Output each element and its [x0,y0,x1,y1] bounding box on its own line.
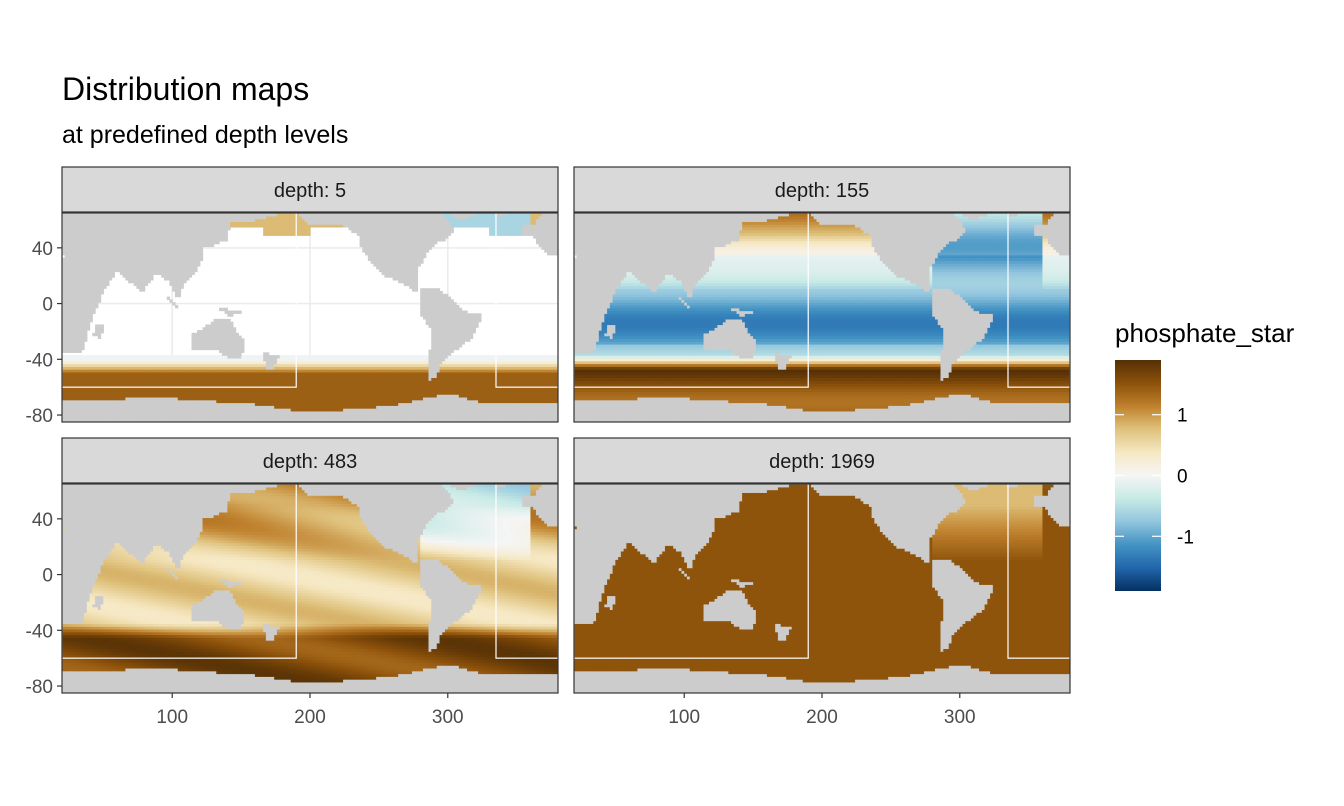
facet-panel-2: depth: 155 [573,166,1071,423]
chart-subtitle: at predefined depth levels [62,121,348,149]
section-box [574,484,809,659]
facet-strip [573,437,1071,484]
y-tick-label: -40 [26,350,53,371]
x-tick-label: 200 [806,707,838,728]
legend-tick-label: 0 [1177,467,1188,488]
legend-tick-label: 1 [1177,406,1188,427]
x-tick-label: 300 [432,707,464,728]
y-tick-label: 40 [32,239,53,260]
section-box [495,484,558,659]
facet-strip [61,166,559,213]
facet-strip-label: depth: 1969 [769,451,875,473]
y-tick-label: -80 [26,406,53,427]
panel-border [573,212,1071,423]
field-raster [574,213,1070,422]
legend: phosphate_star 1 0 -1 [1115,318,1295,591]
field-raster [62,213,558,422]
section-box [62,484,297,659]
section-box [1007,213,1070,388]
y-tick-label: -80 [26,677,53,698]
facet-strip [61,437,559,484]
y-tick-label: 40 [32,510,53,531]
field-raster [574,484,1070,693]
facet-strip-label: depth: 483 [263,451,358,473]
x-tick-label: 100 [156,707,188,728]
facet-panel-3: depth: 483 [61,437,559,694]
chart-title: Distribution maps [62,71,309,107]
x-tick-label: 200 [294,707,326,728]
section-box [495,213,558,388]
legend-title: phosphate_star [1115,318,1295,348]
facet-strip-label: depth: 155 [775,180,870,202]
facet-strip [573,166,1071,213]
section-box [1007,484,1070,659]
facet-strip-label: depth: 5 [274,180,346,202]
section-box [574,213,809,388]
facet-panel-4: depth: 1969 [573,437,1071,694]
panel-border [61,212,559,423]
x-tick-label: 300 [944,707,976,728]
legend-tick-label: -1 [1177,527,1194,548]
x-tick-label: 100 [668,707,700,728]
axes: 40 0 -40 -80 40 0 -40 -80 100 200 300 100 200 300 [26,239,976,728]
y-tick-label: -40 [26,621,53,642]
field-raster [62,484,558,693]
facet-panel-1: depth: 5 [61,166,559,423]
y-tick-label: 0 [42,295,53,316]
section-box [62,213,297,388]
y-tick-label: 0 [42,566,53,587]
facet-panels: depth: 5 depth: 155 depth: 483 depth: 1969 [61,166,1071,694]
